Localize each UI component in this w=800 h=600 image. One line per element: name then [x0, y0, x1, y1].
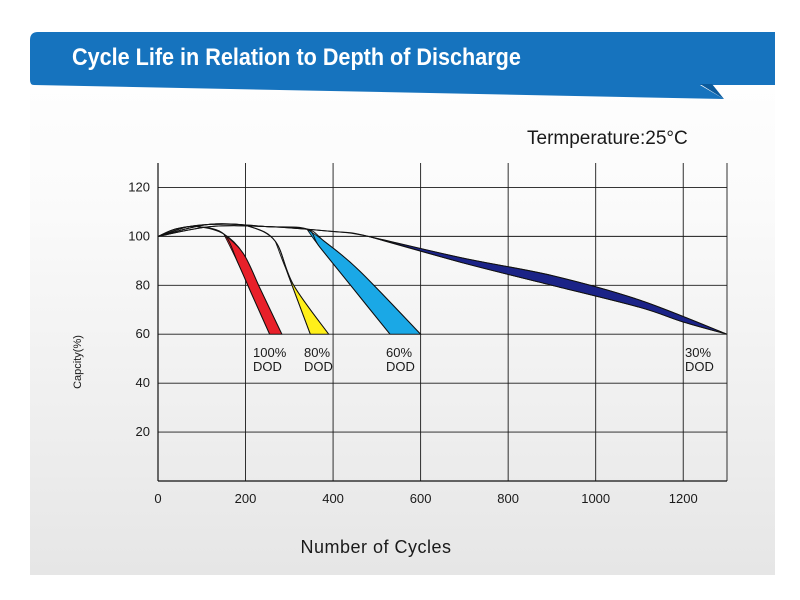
y-tick-label: 20 — [136, 424, 150, 439]
banner-tail — [700, 84, 724, 99]
series-label-1: DOD — [253, 359, 282, 374]
series-label-3: 60% — [386, 345, 412, 360]
x-axis-label: Number of Cycles — [300, 537, 452, 557]
series-label-2: DOD — [304, 359, 333, 374]
dod-band-2 — [274, 241, 330, 335]
dod-curve-upper-4 — [157, 225, 728, 335]
x-tick-label: 400 — [322, 491, 344, 506]
dod-curve-lower-4 — [157, 225, 728, 335]
x-tick-label: 0 — [154, 491, 161, 506]
banner-shape — [30, 32, 775, 99]
y-axis-label: Capcity(%) — [72, 335, 84, 389]
y-tick-label: 120 — [128, 179, 150, 194]
dod-bands — [157, 223, 728, 335]
series-label-2: 80% — [304, 345, 330, 360]
x-tick-label: 600 — [410, 491, 432, 506]
dod-curve-upper-2 — [157, 223, 330, 335]
y-tick-label: 60 — [136, 326, 150, 341]
y-tick-label: 100 — [128, 228, 150, 243]
plot-frame — [157, 163, 727, 482]
dod-curve-lower-1 — [157, 225, 271, 335]
x-tick-label: 800 — [497, 491, 519, 506]
x-tick-label: 1000 — [581, 491, 610, 506]
x-tick-label: 200 — [235, 491, 257, 506]
x-tick-label: 1200 — [669, 491, 698, 506]
series-label-4: DOD — [685, 359, 714, 374]
series-label-3: DOD — [386, 359, 415, 374]
grid-lines — [158, 163, 728, 481]
page-title: Cycle Life in Relation to Depth of Disch… — [72, 44, 521, 71]
dod-curve-lower-2 — [157, 223, 311, 335]
y-tick-label: 40 — [136, 375, 150, 390]
series-label-4: 30% — [685, 345, 711, 360]
series-label-1: 100% — [253, 345, 287, 360]
temperature-label: Termperature:25°C — [527, 128, 688, 149]
y-tick-label: 80 — [136, 277, 150, 292]
